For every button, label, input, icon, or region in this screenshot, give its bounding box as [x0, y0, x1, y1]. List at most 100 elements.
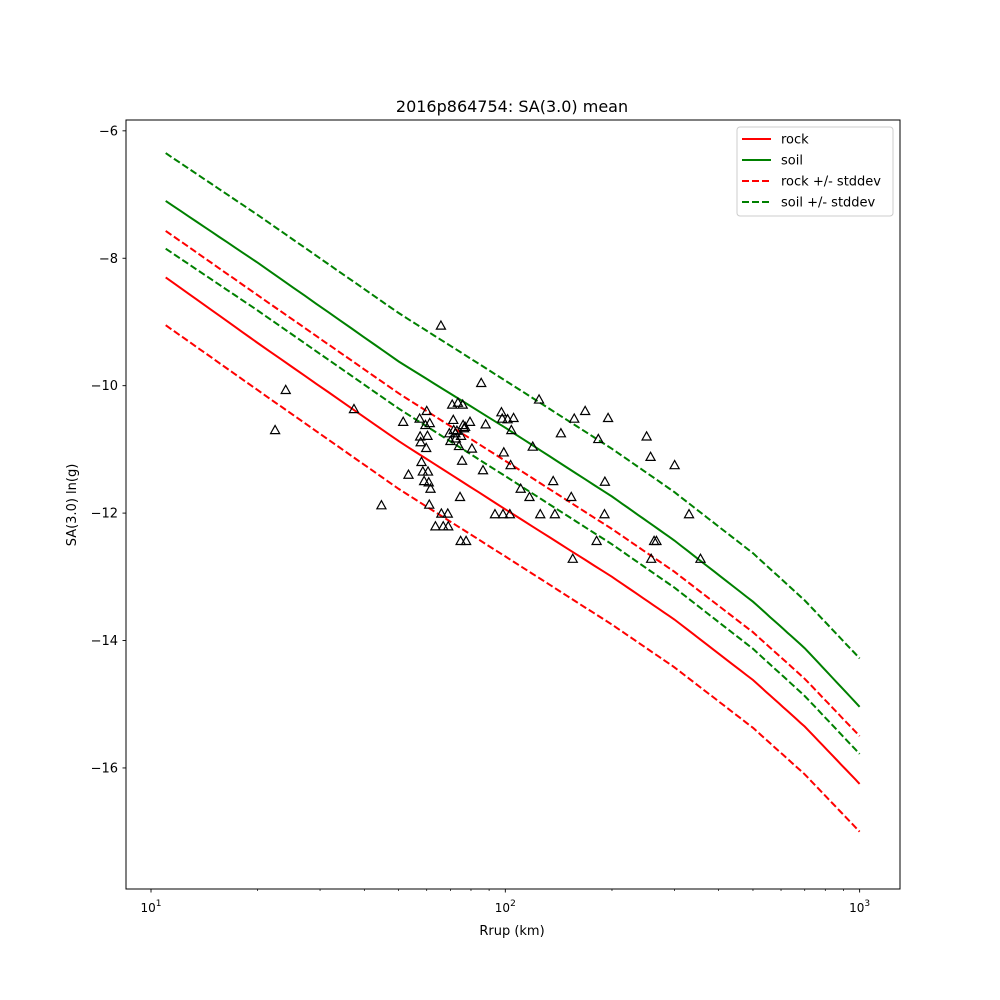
y-tick-label: −10: [91, 379, 118, 394]
observation-point: [450, 432, 462, 443]
observation-point: [419, 419, 432, 430]
observation-point: [497, 508, 509, 519]
series-line-3: [165, 324, 861, 833]
series-line-0: [165, 276, 861, 785]
legend-box: [736, 126, 894, 217]
observation-point: [418, 475, 430, 486]
x-tick-label: 102: [495, 899, 516, 915]
observation-point: [455, 535, 467, 546]
x-axis-label: Rrup (km): [479, 924, 544, 939]
y-axis: −6 −8 −10 −12 −14 −16: [91, 124, 126, 776]
observation-point: [533, 393, 545, 404]
observation-point: [414, 412, 426, 423]
observation-point: [480, 418, 492, 429]
observation-point: [435, 319, 447, 330]
observation-point: [348, 403, 360, 414]
observation-point: [421, 429, 434, 440]
observation-point: [477, 464, 489, 475]
observation-point: [420, 442, 432, 453]
x-axis: 101 102 103: [140, 889, 870, 915]
observation-point: [644, 451, 657, 461]
observation-point: [375, 499, 388, 510]
observation-point: [429, 520, 442, 531]
observation-point: [451, 424, 463, 435]
plot-frame: [125, 119, 901, 890]
observation-point: [547, 475, 559, 486]
observation-point: [567, 552, 579, 563]
series-line-4: [165, 152, 861, 660]
legend-label: soil +/- stddev: [781, 196, 876, 211]
observation-point: [549, 508, 561, 519]
observation-point: [454, 491, 466, 502]
observation-point: [591, 535, 603, 546]
observation-point: [466, 442, 478, 453]
observation-point: [452, 396, 464, 407]
observation-point: [443, 427, 455, 438]
observation-point: [565, 491, 577, 502]
x-tick-label: 103: [849, 899, 870, 915]
observation-point: [579, 405, 591, 416]
observation-point: [455, 429, 467, 440]
observation-point: [505, 424, 517, 435]
y-tick-label: −8: [99, 252, 118, 267]
observation-point: [457, 398, 469, 409]
observation-point: [415, 456, 428, 467]
observation-point: [464, 415, 476, 426]
observation-point: [442, 507, 454, 518]
x-tick-label: 101: [140, 899, 161, 915]
observation-point: [534, 508, 546, 519]
chart-title: 2016p864754: SA(3.0) mean: [396, 97, 628, 116]
legend-label: soil: [781, 154, 803, 169]
observation-point: [602, 412, 614, 423]
observation-point: [498, 446, 510, 457]
observation-point: [598, 508, 611, 519]
observation-point: [641, 430, 653, 441]
y-tick-label: −6: [99, 124, 118, 139]
observation-point: [592, 433, 604, 444]
observation-point: [415, 436, 427, 447]
observation-point: [423, 498, 435, 509]
observation-point: [421, 405, 433, 416]
observation-point: [505, 459, 517, 470]
observation-point: [475, 377, 487, 388]
observation-point: [422, 465, 434, 476]
observation-point: [669, 459, 681, 470]
observation-point: [453, 440, 465, 451]
observation-point: [424, 482, 437, 493]
observation-point: [507, 412, 520, 423]
observation-point: [683, 508, 695, 519]
observation-point: [504, 508, 516, 519]
observation-point: [568, 412, 580, 423]
observation-point: [456, 454, 468, 465]
series-layer: [165, 152, 861, 833]
series-line-5: [165, 247, 861, 755]
observation-point: [414, 430, 426, 441]
observation-point: [435, 507, 447, 518]
observation-point: [424, 417, 436, 428]
observation-point: [555, 427, 567, 438]
observation-point: [523, 491, 536, 502]
observation-point: [599, 475, 611, 486]
observation-point: [527, 440, 539, 451]
observation-point: [459, 421, 471, 432]
observation-point: [423, 476, 435, 487]
legend: rock soil rock +/- stddev soil +/- stddev: [736, 126, 894, 217]
observation-point: [515, 482, 527, 493]
observation-point: [402, 468, 415, 479]
y-tick-label: −16: [91, 761, 118, 776]
observation-point: [694, 552, 707, 563]
observation-point: [280, 384, 292, 395]
legend-label: rock +/- stddev: [781, 175, 881, 190]
observation-point: [460, 535, 472, 546]
observation-point: [397, 415, 409, 426]
observation-point: [650, 535, 663, 546]
observation-point: [645, 552, 657, 563]
observation-point: [269, 424, 281, 435]
observation-points: [269, 319, 707, 563]
observation-point: [496, 412, 508, 423]
y-tick-label: −12: [91, 507, 118, 522]
observation-point: [442, 520, 454, 531]
series-line-1: [165, 200, 861, 708]
observation-point: [489, 508, 501, 519]
